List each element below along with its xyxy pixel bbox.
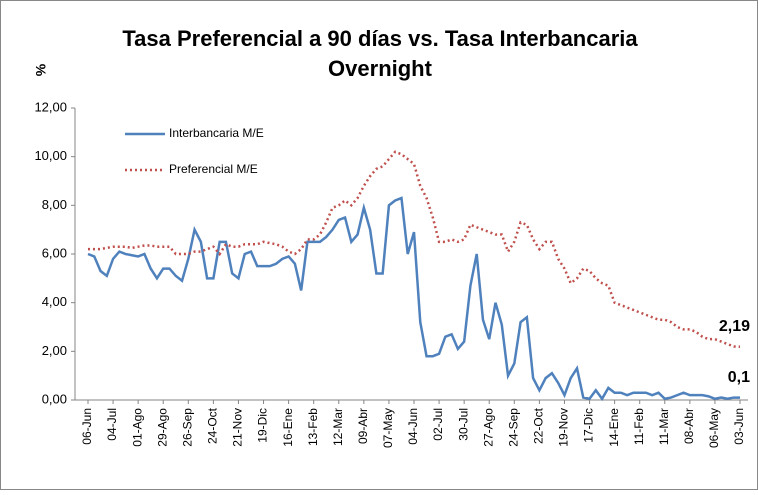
- data-label: 0,1: [728, 369, 750, 386]
- series-line: [87, 196, 740, 402]
- x-tick-label: 07-May: [381, 408, 395, 448]
- x-tick-label: 02-Jul: [431, 408, 445, 441]
- legend-label: Preferencial M/E: [169, 162, 258, 176]
- x-tick-label: 11-Feb: [632, 408, 646, 445]
- x-tick-label: 13-Feb: [306, 408, 320, 446]
- x-tick-label: 30-Jul: [456, 408, 470, 441]
- y-tick-label: 4,00: [42, 294, 67, 309]
- x-tick-label: 21-Nov: [231, 408, 245, 447]
- y-tick-label: 10,00: [34, 148, 67, 163]
- x-tick-label: 04-Jul: [105, 408, 119, 441]
- chart-title: Tasa Preferencial a 90 días vs. Tasa Int…: [122, 26, 638, 51]
- x-tick-label: 29-Ago: [155, 408, 169, 447]
- y-tick-label: 12,00: [34, 99, 67, 114]
- x-tick-label: 11-Mar: [657, 408, 671, 445]
- x-tick-label: 26-Sep: [180, 408, 194, 447]
- x-tick-label: 03-Jun: [732, 408, 746, 445]
- y-tick-label: 6,00: [42, 245, 67, 260]
- x-tick-label: 19-Nov: [557, 408, 571, 447]
- x-tick-label: 14-Ene: [607, 408, 621, 447]
- x-tick-label: 06-Jun: [80, 408, 94, 445]
- x-tick-label: 22-Oct: [532, 407, 546, 444]
- x-tick-label: 09-Abr: [356, 408, 370, 444]
- legend-label: Interbancaria M/E: [169, 126, 264, 140]
- y-tick-label: 2,00: [42, 343, 67, 358]
- x-tick-label: 04-Jun: [406, 408, 420, 445]
- y-tick-label: 8,00: [42, 197, 67, 212]
- x-tick-label: 17-Dic: [582, 408, 596, 443]
- x-tick-label: 24-Sep: [506, 408, 520, 447]
- y-axis-label: %: [33, 63, 49, 76]
- x-tick-label: 06-May: [707, 408, 721, 448]
- y-tick-label: 0,00: [42, 391, 67, 406]
- x-tick-label: 27-Ago: [481, 408, 495, 447]
- x-tick-label: 01-Ago: [130, 408, 144, 447]
- x-tick-label: 12-Mar: [331, 408, 345, 446]
- x-tick-label: 19-Dic: [256, 408, 270, 443]
- chart-title: Overnight: [328, 56, 433, 81]
- x-tick-label: 08-Abr: [682, 408, 696, 444]
- x-tick-label: 16-Ene: [281, 408, 295, 447]
- data-label: 2,19: [719, 318, 750, 335]
- x-tick-label: 24-Oct: [206, 407, 220, 444]
